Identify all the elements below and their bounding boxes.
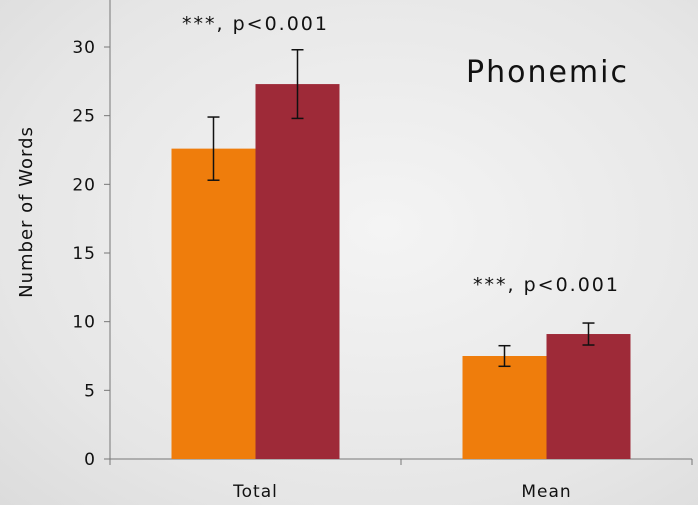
y-tick-label: 0 <box>84 450 96 470</box>
y-tick-label: 30 <box>72 38 96 58</box>
chart-title: Phonemic <box>466 55 629 90</box>
y-tick-label: 20 <box>72 175 96 195</box>
y-ticks: 0 5 10 15 20 25 30 <box>72 38 110 470</box>
bars <box>171 84 631 460</box>
x-tick-label: Total <box>232 482 278 502</box>
bar <box>255 84 340 459</box>
y-axis-label: Number of Words <box>16 126 37 298</box>
annotations: ***, p<0.001 ***, p<0.001 <box>182 13 620 296</box>
y-tick-label: 10 <box>72 313 96 333</box>
bar <box>546 334 631 459</box>
bar <box>462 356 547 459</box>
error-bars <box>207 48 595 368</box>
y-tick-label: 25 <box>72 107 96 127</box>
y-tick-label: 5 <box>84 381 96 401</box>
x-ticks: Total Mean <box>109 459 693 502</box>
significance-annotation: ***, p<0.001 <box>182 13 329 35</box>
x-tick-label: Mean <box>521 482 571 502</box>
y-tick-label: 15 <box>72 244 96 264</box>
bar <box>171 148 256 460</box>
significance-annotation: ***, p<0.001 <box>473 274 620 296</box>
